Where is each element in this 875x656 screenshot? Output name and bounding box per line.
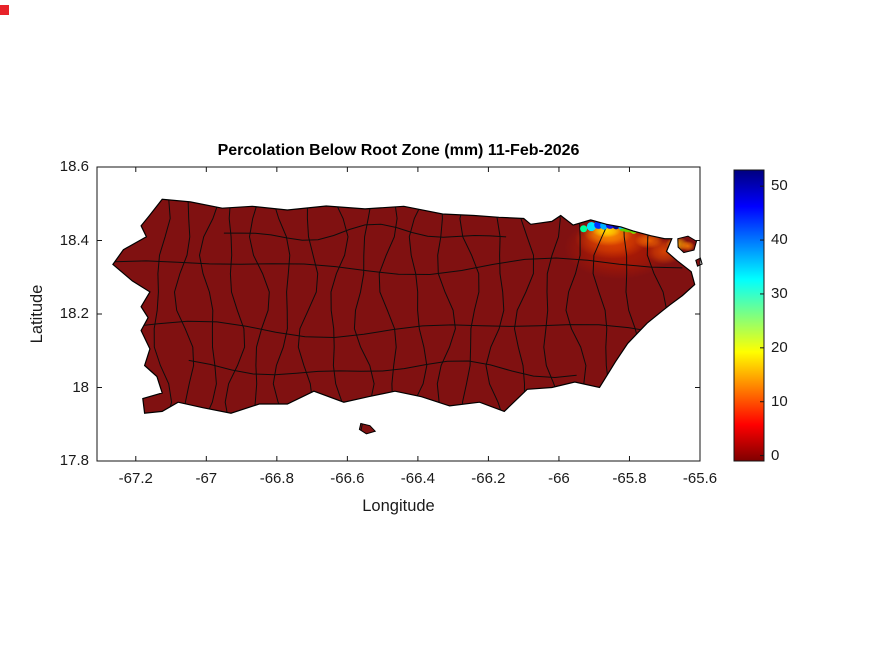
municipal-boundary [248,199,270,434]
land-fill [112,199,700,434]
x-tick-label: -66.2 [471,470,506,487]
municipal-boundary [128,320,658,339]
x-tick-label: -66 [548,470,570,487]
percolation-hotspot [680,240,695,252]
municipal-boundary [188,359,577,379]
colorbar-tick-label: 20 [771,338,788,356]
x-tick-label: -67.2 [118,470,153,487]
colorbar-tick-label: 40 [771,231,788,249]
islet-coastline [358,422,377,435]
municipal-boundary [223,223,507,241]
colorbar-border [733,169,765,462]
municipal-boundary [485,199,505,434]
municipal-boundary [436,199,456,434]
municipal-boundary [328,199,349,434]
y-tick-label: 17.8 [59,452,89,469]
plot-title: Percolation Below Root Zone (mm) 11-Feb-… [217,142,580,159]
x-tick-label: -66.6 [330,470,365,487]
municipal-boundary [114,257,683,276]
municipal-boundary [459,199,480,434]
y-tick-label: 18.6 [59,158,89,175]
coastline [112,198,696,414]
colorbar-tick-label: 10 [771,392,788,410]
high-value-cell [620,228,636,233]
municipal-boundary [272,199,294,434]
x-tick-label: -66.8 [259,470,294,487]
x-tick-label: -66.4 [400,470,435,487]
x-tick-label: -65.8 [612,470,647,487]
y-tick-label: 18.2 [59,305,89,322]
colorbar-tick-label: 30 [771,284,788,302]
municipal-boundary [224,199,246,434]
colorbar-tick-label: 50 [771,177,788,195]
x-tick-label: -67 [195,470,218,487]
x-tick-label: -65.6 [682,470,718,487]
municipal-boundary [153,199,173,434]
corner-red-marker [0,5,9,15]
colorbar-tick-label: 0 [771,446,780,464]
municipal-boundary [173,199,195,434]
y-tick-label: 18.4 [59,231,89,249]
high-value-cell [580,225,588,233]
islet-coastline [677,235,698,254]
x-axis-label: Longitude [362,497,435,515]
land-layer [112,199,700,434]
colorbar [734,170,764,461]
high-value-cell [586,221,596,232]
municipal-boundary [198,199,220,434]
islet-coastline [695,257,703,267]
y-tick-label: 18 [72,378,89,396]
